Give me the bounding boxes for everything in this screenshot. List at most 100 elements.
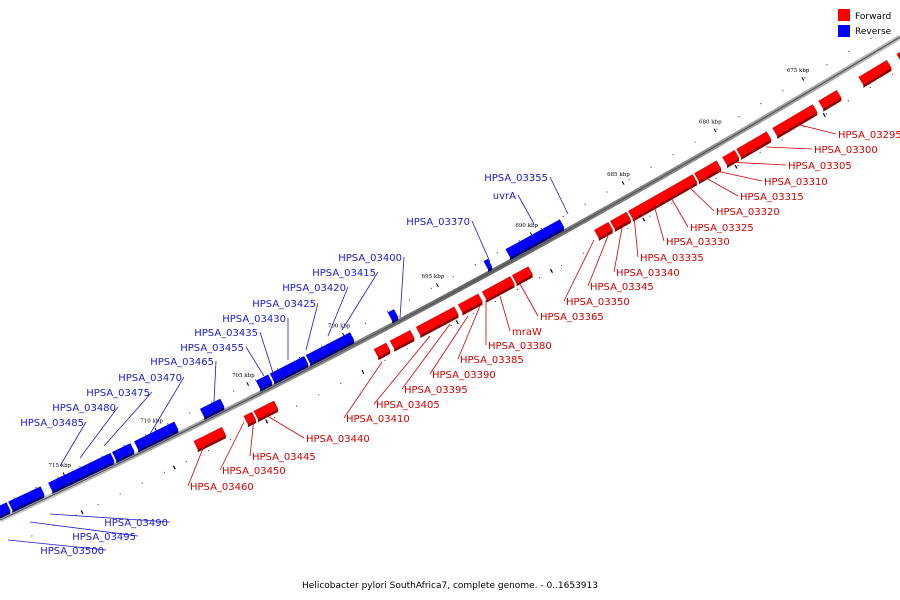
gene-block-rev-9[interactable] [134,421,179,453]
gene-block-rev-3[interactable] [325,332,355,356]
gene-label-hpsa-03470[interactable]: HPSA_03470 [118,373,182,384]
gene-block-fwd-22[interactable] [253,405,269,423]
gene-label-hpsa-03430[interactable]: HPSA_03430 [222,314,286,325]
gene-label-hpsa-03350[interactable]: HPSA_03350 [566,297,630,308]
gene-block-shadow [116,451,135,464]
gene-label-hpsa-03305[interactable]: HPSA_03305 [788,161,852,172]
legend-item-forward[interactable]: Forward [838,9,891,22]
gene-label-uvra[interactable]: uvrA [493,191,516,202]
gene-block-shadow [863,76,878,88]
gene-block-fwd-11[interactable] [610,211,632,232]
gene-label-hpsa-03420[interactable]: HPSA_03420 [282,283,346,294]
legend-swatch-reverse [838,25,850,37]
gene-block-fwd-18[interactable] [415,306,459,339]
gene-label-hpsa-03300[interactable]: HPSA_03300 [814,145,878,156]
gene-label-hpsa-03405[interactable]: HPSA_03405 [376,400,440,411]
gene-block-fwd-13[interactable] [594,225,608,241]
gene-label-hpsa-03345[interactable]: HPSA_03345 [590,282,654,293]
gene-label-hpsa-03495[interactable]: HPSA_03495 [72,532,136,543]
gene-block-fwd-8[interactable] [686,174,698,189]
gene-label-hpsa-03475[interactable]: HPSA_03475 [86,388,150,399]
leader-line-hpsa-03320 [687,185,715,212]
gene-block-fwd-10[interactable] [628,205,644,222]
gene-block-rev-8[interactable] [199,398,225,420]
gene-block-fwd-19[interactable] [389,329,415,352]
gene-label-hpsa-03315[interactable]: HPSA_03315 [740,192,804,203]
gene-block-fwd-1[interactable] [872,59,892,80]
gene-label-hpsa-03380[interactable]: HPSA_03380 [488,341,552,352]
gene-label-hpsa-03400[interactable]: HPSA_03400 [338,253,402,264]
gene-block-fwd-2[interactable] [858,68,878,88]
gene-block-fwd-5[interactable] [736,131,772,160]
gene-label-hpsa-03325[interactable]: HPSA_03325 [690,223,754,234]
gene-block-body [70,462,95,481]
gene-block-fwd-17[interactable] [457,293,483,316]
gene-label-hpsa-03460[interactable]: HPSA_03460 [190,482,254,493]
scale-dot [582,252,585,254]
gene-block-rev-12[interactable] [70,462,95,484]
gene-block-fwd-12[interactable] [602,221,614,237]
gene-label-mraw[interactable]: mraW [512,327,542,338]
gene-block-rev-13[interactable] [48,472,75,494]
gene-label-hpsa-03445[interactable]: HPSA_03445 [252,452,316,463]
gene-block-fwd-20[interactable] [373,342,391,361]
gene-block-rev-6[interactable] [269,356,309,385]
gene-block-fwd-0[interactable] [896,48,900,65]
gene-block-rev-2[interactable] [387,309,399,324]
scale-dot [13,497,15,499]
gene-block-rev-10[interactable] [112,443,135,464]
gene-block-rev-11[interactable] [90,452,115,474]
gene-label-hpsa-03480[interactable]: HPSA_03480 [52,403,116,414]
gene-label-hpsa-03490[interactable]: HPSA_03490 [104,518,168,529]
gene-block-fwd-14[interactable] [511,266,533,287]
gene-label-hpsa-03415[interactable]: HPSA_03415 [312,268,376,279]
gene-block-rev-4[interactable] [311,343,333,364]
gene-label-hpsa-03295[interactable]: HPSA_03295 [838,130,900,141]
gene-label-hpsa-03335[interactable]: HPSA_03335 [640,253,704,264]
gene-label-hpsa-03465[interactable]: HPSA_03465 [150,357,214,368]
minor-tick [455,320,459,325]
scale-dot [628,178,630,181]
gene-block-fwd-6[interactable] [722,150,740,169]
gene-block-rev-15[interactable] [0,502,11,520]
gene-label-hpsa-03385[interactable]: HPSA_03385 [460,355,524,366]
gene-label-hpsa-03450[interactable]: HPSA_03450 [222,466,286,477]
gene-label-hpsa-03455[interactable]: HPSA_03455 [180,343,244,354]
gene-block-fwd-21[interactable] [263,400,279,418]
gene-label-hpsa-03330[interactable]: HPSA_03330 [666,237,730,248]
gene-label-hpsa-03390[interactable]: HPSA_03390 [432,370,496,381]
gene-label-hpsa-03370[interactable]: HPSA_03370 [406,217,470,228]
legend-item-reverse[interactable]: Reverse [838,25,892,37]
gene-label-hpsa-03425[interactable]: HPSA_03425 [252,299,316,310]
gene-label-hpsa-03410[interactable]: HPSA_03410 [346,414,410,425]
gene-label-hpsa-03340[interactable]: HPSA_03340 [616,268,680,279]
gene-block-rev-0[interactable] [505,219,565,261]
gene-block-fwd-16[interactable] [481,287,495,303]
gene-block-rev-14[interactable] [8,486,45,513]
scale-dot [715,177,717,179]
gene-block-fwd-15[interactable] [489,276,515,299]
gene-block-fwd-4[interactable] [772,104,818,139]
gene-blocks [0,48,900,520]
gene-block-rev-1[interactable] [483,258,493,273]
gene-label-hpsa-03355[interactable]: HPSA_03355 [484,173,548,184]
gene-block-shadow [777,112,818,139]
gene-label-hpsa-03440[interactable]: HPSA_03440 [306,434,370,445]
gene-block-fwd-24[interactable] [193,426,227,453]
gene-block-rev-5[interactable] [305,351,317,367]
gene-block-fwd-3[interactable] [818,89,842,112]
gene-label-hpsa-03435[interactable]: HPSA_03435 [194,328,258,339]
scale-dot [163,471,165,474]
gene-label-hpsa-03310[interactable]: HPSA_03310 [764,177,828,188]
gene-label-hpsa-03485[interactable]: HPSA_03485 [20,418,84,429]
gene-label-hpsa-03320[interactable]: HPSA_03320 [716,207,780,218]
gene-block-body [8,486,45,511]
gene-block-body [872,59,892,77]
gene-label-hpsa-03365[interactable]: HPSA_03365 [540,312,604,323]
leader-line-hpsa-03480 [79,406,119,459]
gene-label-hpsa-03500[interactable]: HPSA_03500 [40,546,104,557]
gene-block-fwd-7[interactable] [694,160,722,185]
gene-block-rev-7[interactable] [255,374,273,392]
gene-label-hpsa-03395[interactable]: HPSA_03395 [404,385,468,396]
